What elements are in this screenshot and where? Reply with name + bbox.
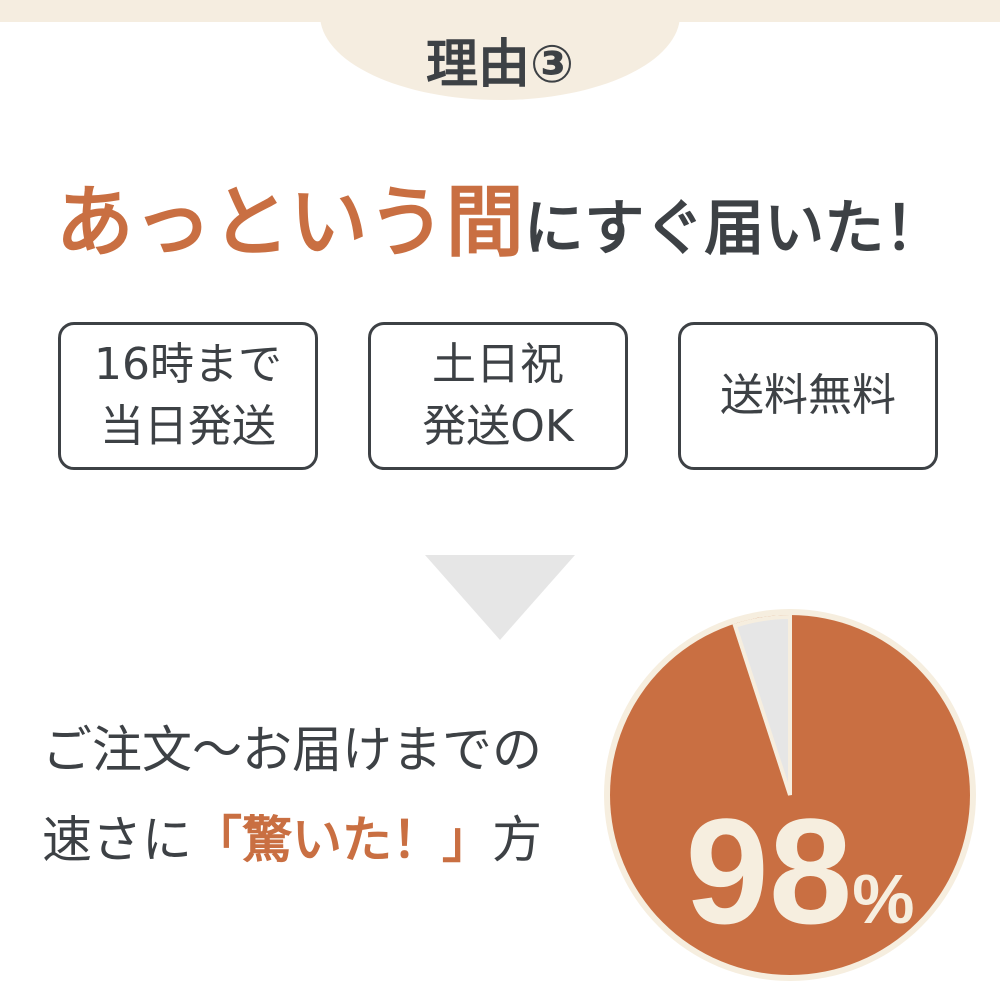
summary-suffix: 方 (492, 811, 542, 869)
summary-accent: 「驚いた！」 (192, 811, 492, 869)
feature-free-shipping: 送料無料 (678, 322, 938, 470)
down-arrow-icon (425, 555, 575, 640)
summary-line1: ご注文～お届けまでの (42, 721, 542, 779)
summary-line2: 速さに「驚いた！」方 (42, 800, 542, 872)
headline-rest: にすぐ届いた！ (523, 194, 945, 264)
summary-prefix: 速さに (42, 811, 192, 869)
headline: あっという間にすぐ届いた！ (0, 160, 1000, 272)
feature-same-day-shipping: 16時まで 当日発送 (58, 322, 318, 470)
pie-number: 98 (685, 787, 852, 955)
feature-text: 当日発送 (100, 401, 276, 452)
feature-text: 送料無料 (720, 370, 896, 421)
headline-accent: あっという間 (55, 178, 524, 268)
reason-label: 理由③ (425, 35, 575, 95)
pie-slice-rest (732, 614, 792, 796)
pie-unit: % (852, 860, 914, 938)
feature-text: 発送OK (422, 401, 574, 452)
feature-text: 土日祝 (432, 339, 564, 390)
feature-text: 16時まで (94, 339, 282, 390)
pie-chart: 98% (604, 609, 976, 981)
feature-weekend-shipping: 土日祝 発送OK (368, 322, 628, 470)
pie-value: 98% (685, 787, 914, 955)
